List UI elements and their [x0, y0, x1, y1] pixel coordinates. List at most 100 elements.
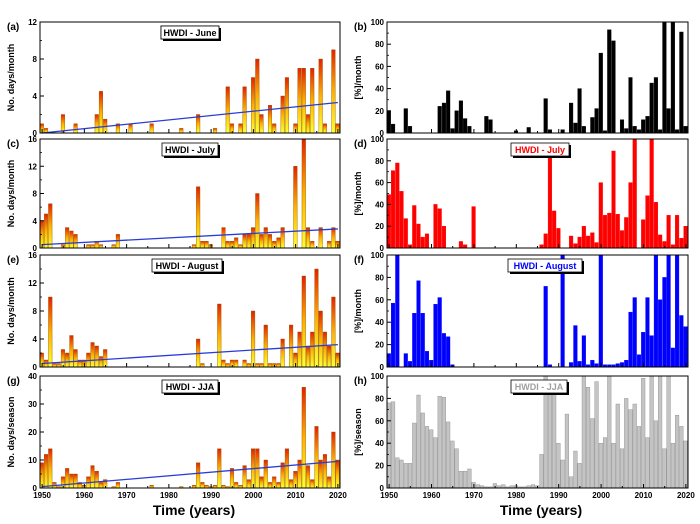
y-tick-label-a: 0	[33, 129, 38, 138]
bar-b-2002	[607, 29, 612, 134]
bar-g-2008	[284, 448, 289, 489]
bar-h-1998	[590, 418, 595, 489]
bar-g-1958	[73, 473, 78, 489]
bar-e-2000	[251, 310, 256, 368]
bar-b-2000	[598, 52, 603, 134]
bar-f-1987	[543, 286, 548, 368]
y-tick-label-g: 20	[28, 428, 37, 437]
bar-g-2002	[259, 476, 264, 489]
bar-f-1996	[581, 335, 586, 368]
bar-b-2011	[645, 116, 650, 134]
bar-f-1999	[594, 363, 599, 368]
bar-f-1959	[424, 351, 429, 368]
bar-g-1987	[196, 462, 201, 489]
x-tick-label-h: 2000	[592, 491, 610, 500]
x-axis-label-right: Time (years)	[500, 502, 582, 518]
bar-b-2013	[653, 77, 658, 134]
bar-b-1993	[569, 102, 574, 134]
bar-e-2013	[306, 345, 311, 368]
bar-f-2004	[615, 363, 620, 368]
bar-f-2007	[628, 311, 633, 368]
bar-c-1987	[196, 186, 201, 249]
bar-e-1962	[90, 342, 95, 368]
bar-a-2014	[310, 68, 315, 134]
bar-f-2014	[658, 299, 663, 368]
bar-d-2002	[607, 212, 612, 249]
bar-c-1961	[86, 244, 91, 249]
bar-f-2013	[653, 254, 658, 368]
bar-d-1996	[581, 225, 586, 249]
bar-h-2011	[645, 437, 650, 489]
bar-g-2003	[263, 459, 268, 489]
bar-d-1951	[391, 170, 396, 249]
panel-label-d: (d)	[354, 139, 367, 150]
bar-d-1993	[569, 235, 574, 249]
bar-a-1998	[242, 86, 247, 134]
bar-e-2017	[322, 331, 327, 368]
bar-a-1997	[238, 123, 243, 134]
bar-g-1964	[98, 482, 103, 489]
bar-g-1951	[44, 454, 49, 489]
bar-c-1962	[90, 244, 95, 249]
bar-b-1967	[458, 100, 463, 134]
bar-d-1957	[416, 223, 421, 249]
y-tick-label-d: 100	[371, 135, 385, 144]
y-tick-label-b: 20	[375, 107, 384, 116]
y-axis-label-g: No. days/season	[6, 396, 16, 467]
bar-h-2019	[679, 426, 684, 489]
bar-b-2015	[662, 21, 667, 134]
y-axis-label-e: No. days/month	[6, 277, 16, 345]
bar-c-2010	[293, 166, 298, 249]
trend-line-e	[42, 343, 338, 365]
bar-h-1955	[408, 463, 413, 489]
y-tick-label-c: 0	[33, 244, 38, 253]
y-tick-label-d: 20	[375, 222, 384, 231]
y-tick-label-f: 60	[375, 296, 384, 305]
bar-h-1996	[581, 375, 586, 489]
bar-f-2009	[636, 354, 641, 368]
trend-line-c	[42, 228, 338, 246]
bar-h-1958	[420, 412, 425, 489]
bar-e-2019	[331, 296, 336, 368]
title-box-e	[151, 258, 223, 273]
bar-h-2007	[628, 409, 633, 489]
bar-h-2013	[653, 420, 658, 489]
bar-h-1966	[454, 448, 459, 489]
bar-c-1998	[242, 234, 247, 249]
chart-title-h: HWDI - JJA	[515, 382, 564, 392]
bar-h-1965	[450, 440, 455, 489]
bar-e-1994	[225, 363, 230, 368]
bar-g-2014	[310, 479, 315, 489]
bar-g-2004	[267, 482, 273, 489]
bar-h-1951	[391, 401, 396, 489]
bar-d-1953	[399, 191, 404, 249]
title-box-f	[507, 258, 583, 273]
bar-h-2015	[662, 448, 667, 489]
bar-g-2012	[301, 387, 306, 489]
y-tick-label-h: 100	[371, 372, 385, 381]
bar-c-1996	[234, 237, 239, 249]
bar-b-1974	[488, 119, 493, 134]
bar-c-2014	[310, 240, 315, 249]
bar-c-2018	[327, 240, 332, 249]
x-tick-label-h: 2020	[677, 491, 695, 500]
bar-h-1959	[424, 426, 429, 489]
bar-g-2013	[306, 465, 311, 489]
panel-label-g: (g)	[7, 376, 20, 387]
bar-h-1971	[475, 484, 480, 489]
bar-a-1963	[94, 114, 99, 134]
bar-b-1987	[543, 98, 548, 134]
y-tick-label-g: 0	[33, 484, 38, 493]
bar-d-1987	[543, 233, 548, 249]
bar-h-2010	[641, 378, 646, 489]
bar-e-2002	[259, 363, 264, 368]
bar-h-2014	[658, 375, 663, 489]
bar-h-1995	[577, 463, 582, 489]
bar-g-2018	[327, 476, 332, 489]
bar-h-1992	[564, 413, 569, 489]
bar-a-2000	[251, 77, 256, 134]
bar-b-1968	[463, 118, 468, 134]
bar-f-2020	[683, 326, 688, 368]
x-tick-label-g: 2000	[244, 491, 262, 500]
bar-g-2006	[276, 482, 281, 489]
